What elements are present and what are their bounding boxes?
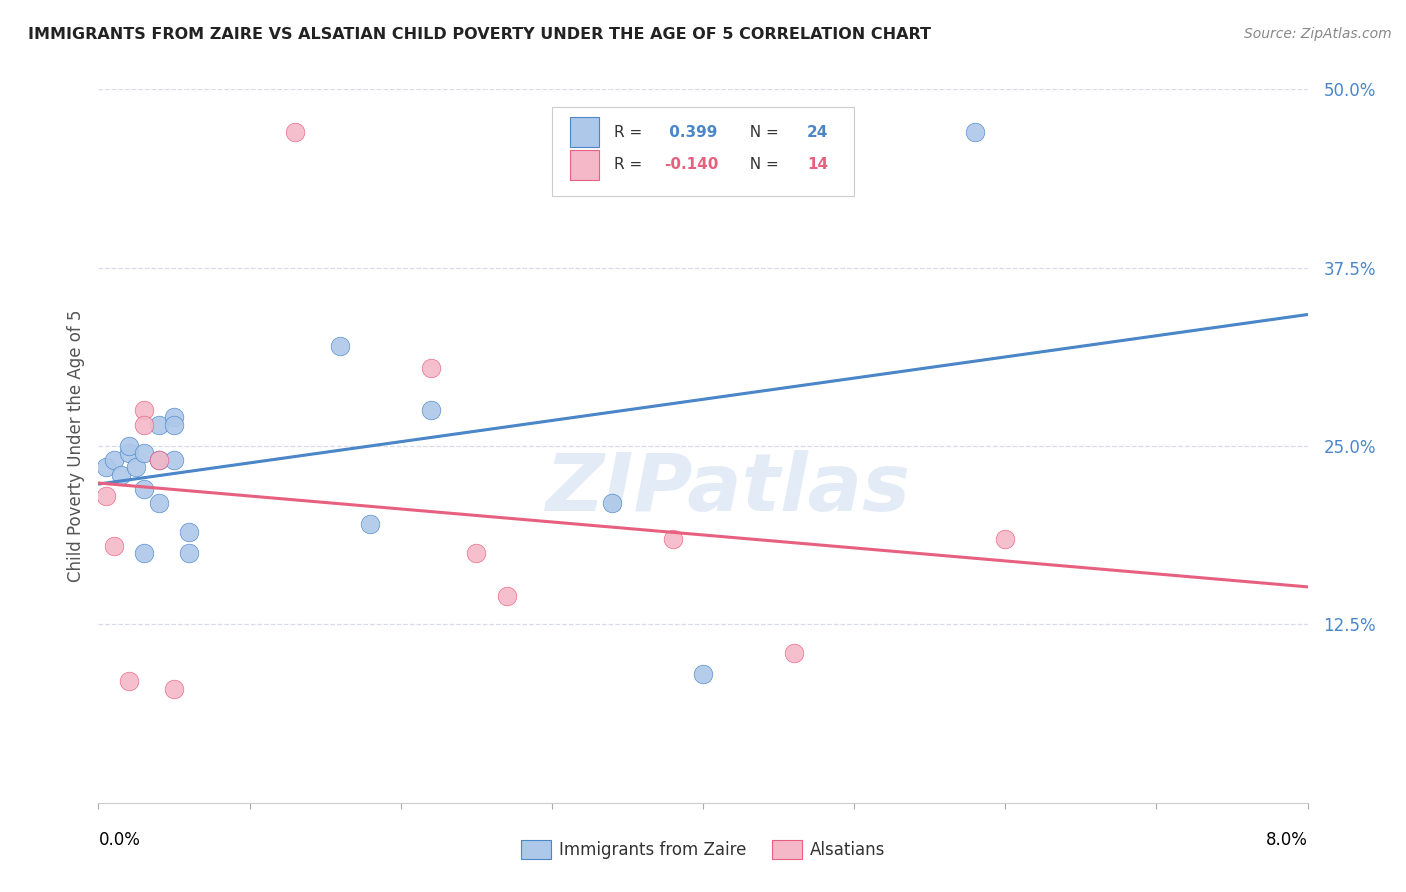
Point xyxy=(94,489,117,503)
Text: Source: ZipAtlas.com: Source: ZipAtlas.com xyxy=(1244,27,1392,41)
Text: R =: R = xyxy=(613,125,647,139)
Text: N =: N = xyxy=(741,125,785,139)
Point xyxy=(661,532,683,546)
Point xyxy=(163,417,186,432)
Text: 14: 14 xyxy=(807,157,828,172)
Point xyxy=(359,517,381,532)
Point xyxy=(132,446,155,460)
Point xyxy=(118,439,141,453)
Text: ZIPatlas: ZIPatlas xyxy=(544,450,910,528)
Point xyxy=(132,546,155,560)
Point xyxy=(602,496,624,510)
Point xyxy=(692,667,714,681)
Point xyxy=(495,589,517,603)
Text: N =: N = xyxy=(741,157,785,172)
Text: IMMIGRANTS FROM ZAIRE VS ALSATIAN CHILD POVERTY UNDER THE AGE OF 5 CORRELATION C: IMMIGRANTS FROM ZAIRE VS ALSATIAN CHILD … xyxy=(28,27,931,42)
Point xyxy=(132,403,155,417)
Legend: Immigrants from Zaire, Alsatians: Immigrants from Zaire, Alsatians xyxy=(515,833,891,866)
Text: 0.0%: 0.0% xyxy=(98,831,141,849)
Point xyxy=(329,339,352,353)
Point xyxy=(465,546,488,560)
Point xyxy=(110,467,132,482)
Text: R =: R = xyxy=(613,157,647,172)
Point xyxy=(118,674,141,689)
Point xyxy=(994,532,1017,546)
Point xyxy=(148,453,170,467)
Point xyxy=(148,453,170,467)
Text: 8.0%: 8.0% xyxy=(1265,831,1308,849)
Point xyxy=(163,453,186,467)
Point xyxy=(419,403,441,417)
Bar xyxy=(569,150,599,180)
Point xyxy=(163,410,186,425)
Point xyxy=(148,496,170,510)
Point xyxy=(118,446,141,460)
Point xyxy=(132,482,155,496)
Point xyxy=(965,125,987,139)
Point xyxy=(103,539,125,553)
Point xyxy=(94,460,117,475)
Point xyxy=(782,646,804,660)
Point xyxy=(179,524,201,539)
Bar xyxy=(569,117,599,147)
Point xyxy=(125,460,148,475)
Point xyxy=(179,546,201,560)
Point xyxy=(132,417,155,432)
FancyBboxPatch shape xyxy=(551,107,855,196)
Point xyxy=(148,417,170,432)
Text: -0.140: -0.140 xyxy=(664,157,718,172)
Point xyxy=(148,453,170,467)
Text: 0.399: 0.399 xyxy=(664,125,717,139)
Point xyxy=(284,125,307,139)
Point xyxy=(163,681,186,696)
Point xyxy=(103,453,125,467)
Y-axis label: Child Poverty Under the Age of 5: Child Poverty Under the Age of 5 xyxy=(66,310,84,582)
Point xyxy=(419,360,441,375)
Text: 24: 24 xyxy=(807,125,828,139)
